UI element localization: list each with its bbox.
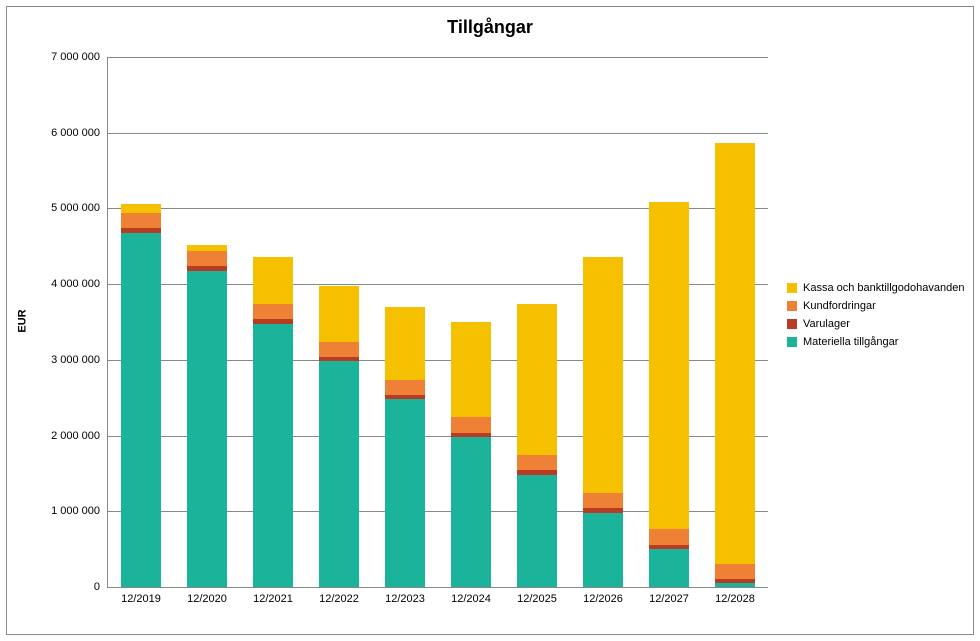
- bar-segment: [187, 271, 228, 587]
- bar-segment: [319, 286, 360, 342]
- bar-segment: [385, 380, 426, 395]
- bar-segment: [715, 583, 756, 587]
- y-axis-label: EUR: [17, 309, 29, 332]
- bar-segment: [319, 361, 360, 587]
- legend-swatch: [787, 319, 797, 329]
- x-tick-label: 12/2026: [583, 593, 623, 605]
- legend-label: Varulager: [803, 318, 850, 330]
- x-tick-label: 12/2024: [451, 593, 491, 605]
- chart-frame: Tillgångar EUR 01 000 0002 000 0003 000 …: [6, 6, 974, 635]
- bar-segment: [253, 304, 294, 319]
- bar-segment: [253, 257, 294, 304]
- bar-segment: [715, 143, 756, 564]
- y-tick-label: 7 000 000: [51, 51, 100, 63]
- bar-segment: [451, 433, 492, 438]
- bar-segment: [319, 357, 360, 362]
- legend-item: Varulager: [787, 318, 964, 330]
- y-tick-label: 6 000 000: [51, 127, 100, 139]
- bar-segment: [517, 455, 558, 470]
- bar-segment: [121, 233, 162, 587]
- gridline: [108, 587, 768, 588]
- bar-segment: [649, 549, 690, 587]
- bar-group: [319, 57, 360, 587]
- legend: Kassa och banktillgodohavanden Kundfordri…: [787, 282, 964, 354]
- bar-segment: [649, 545, 690, 550]
- chart-title: Tillgångar: [7, 17, 973, 38]
- legend-item: Kassa och banktillgodohavanden: [787, 282, 964, 294]
- legend-swatch: [787, 283, 797, 293]
- y-tick-label: 0: [94, 581, 100, 593]
- legend-item: Materiella tillgångar: [787, 336, 964, 348]
- bar-segment: [649, 529, 690, 544]
- x-tick-label: 12/2027: [649, 593, 689, 605]
- bar-segment: [385, 399, 426, 587]
- bar-segment: [253, 324, 294, 587]
- bar-segment: [187, 266, 228, 271]
- bar-segment: [385, 307, 426, 380]
- x-tick-label: 12/2020: [187, 593, 227, 605]
- bar-segment: [319, 342, 360, 357]
- bar-segment: [253, 319, 294, 324]
- bar-segment: [517, 475, 558, 587]
- bar-segment: [517, 470, 558, 475]
- bar-group: [451, 57, 492, 587]
- x-tick-label: 12/2021: [253, 593, 293, 605]
- legend-label: Kundfordringar: [803, 300, 876, 312]
- bar-segment: [187, 251, 228, 266]
- bar-segment: [649, 202, 690, 529]
- legend-swatch: [787, 337, 797, 347]
- bar-segment: [385, 395, 426, 400]
- legend-label: Kassa och banktillgodohavanden: [803, 282, 964, 294]
- bar-group: [517, 57, 558, 587]
- bar-group: [121, 57, 162, 587]
- bar-segment: [583, 257, 624, 493]
- bar-group: [649, 57, 690, 587]
- bar-segment: [715, 564, 756, 579]
- y-tick-label: 1 000 000: [51, 505, 100, 517]
- bar-segment: [517, 304, 558, 455]
- x-tick-label: 12/2022: [319, 593, 359, 605]
- bar-segment: [121, 228, 162, 233]
- legend-swatch: [787, 301, 797, 311]
- bar-segment: [451, 437, 492, 587]
- x-tick-label: 12/2019: [121, 593, 161, 605]
- legend-item: Kundfordringar: [787, 300, 964, 312]
- x-tick-label: 12/2028: [715, 593, 755, 605]
- bar-group: [583, 57, 624, 587]
- bar-group: [715, 57, 756, 587]
- y-tick-label: 2 000 000: [51, 430, 100, 442]
- bar-segment: [121, 204, 162, 213]
- bar-group: [253, 57, 294, 587]
- bar-segment: [583, 493, 624, 508]
- y-tick-label: 4 000 000: [51, 278, 100, 290]
- bar-segment: [715, 579, 756, 584]
- bar-group: [187, 57, 228, 587]
- bar-segment: [583, 513, 624, 587]
- bar-segment: [121, 213, 162, 228]
- x-tick-label: 12/2023: [385, 593, 425, 605]
- plot-area: 01 000 0002 000 0003 000 0004 000 0005 0…: [107, 57, 768, 588]
- legend-label: Materiella tillgångar: [803, 336, 898, 348]
- bar-segment: [451, 417, 492, 432]
- bar-segment: [451, 322, 492, 417]
- x-tick-label: 12/2025: [517, 593, 557, 605]
- bar-group: [385, 57, 426, 587]
- bar-segment: [187, 245, 228, 251]
- bar-segment: [583, 508, 624, 513]
- y-tick-label: 3 000 000: [51, 354, 100, 366]
- y-tick-label: 5 000 000: [51, 202, 100, 214]
